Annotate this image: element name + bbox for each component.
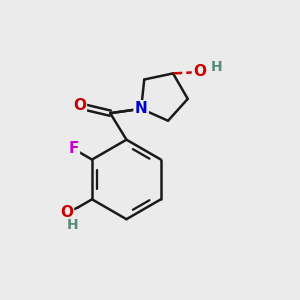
Text: H: H bbox=[67, 218, 79, 232]
Text: F: F bbox=[68, 142, 79, 157]
Text: N: N bbox=[135, 101, 148, 116]
Text: F: F bbox=[68, 142, 79, 157]
Text: N: N bbox=[135, 101, 148, 116]
Text: O: O bbox=[193, 64, 206, 79]
Text: O: O bbox=[73, 98, 86, 113]
Text: O: O bbox=[60, 205, 73, 220]
Text: H: H bbox=[211, 60, 222, 74]
Text: O: O bbox=[73, 98, 86, 113]
